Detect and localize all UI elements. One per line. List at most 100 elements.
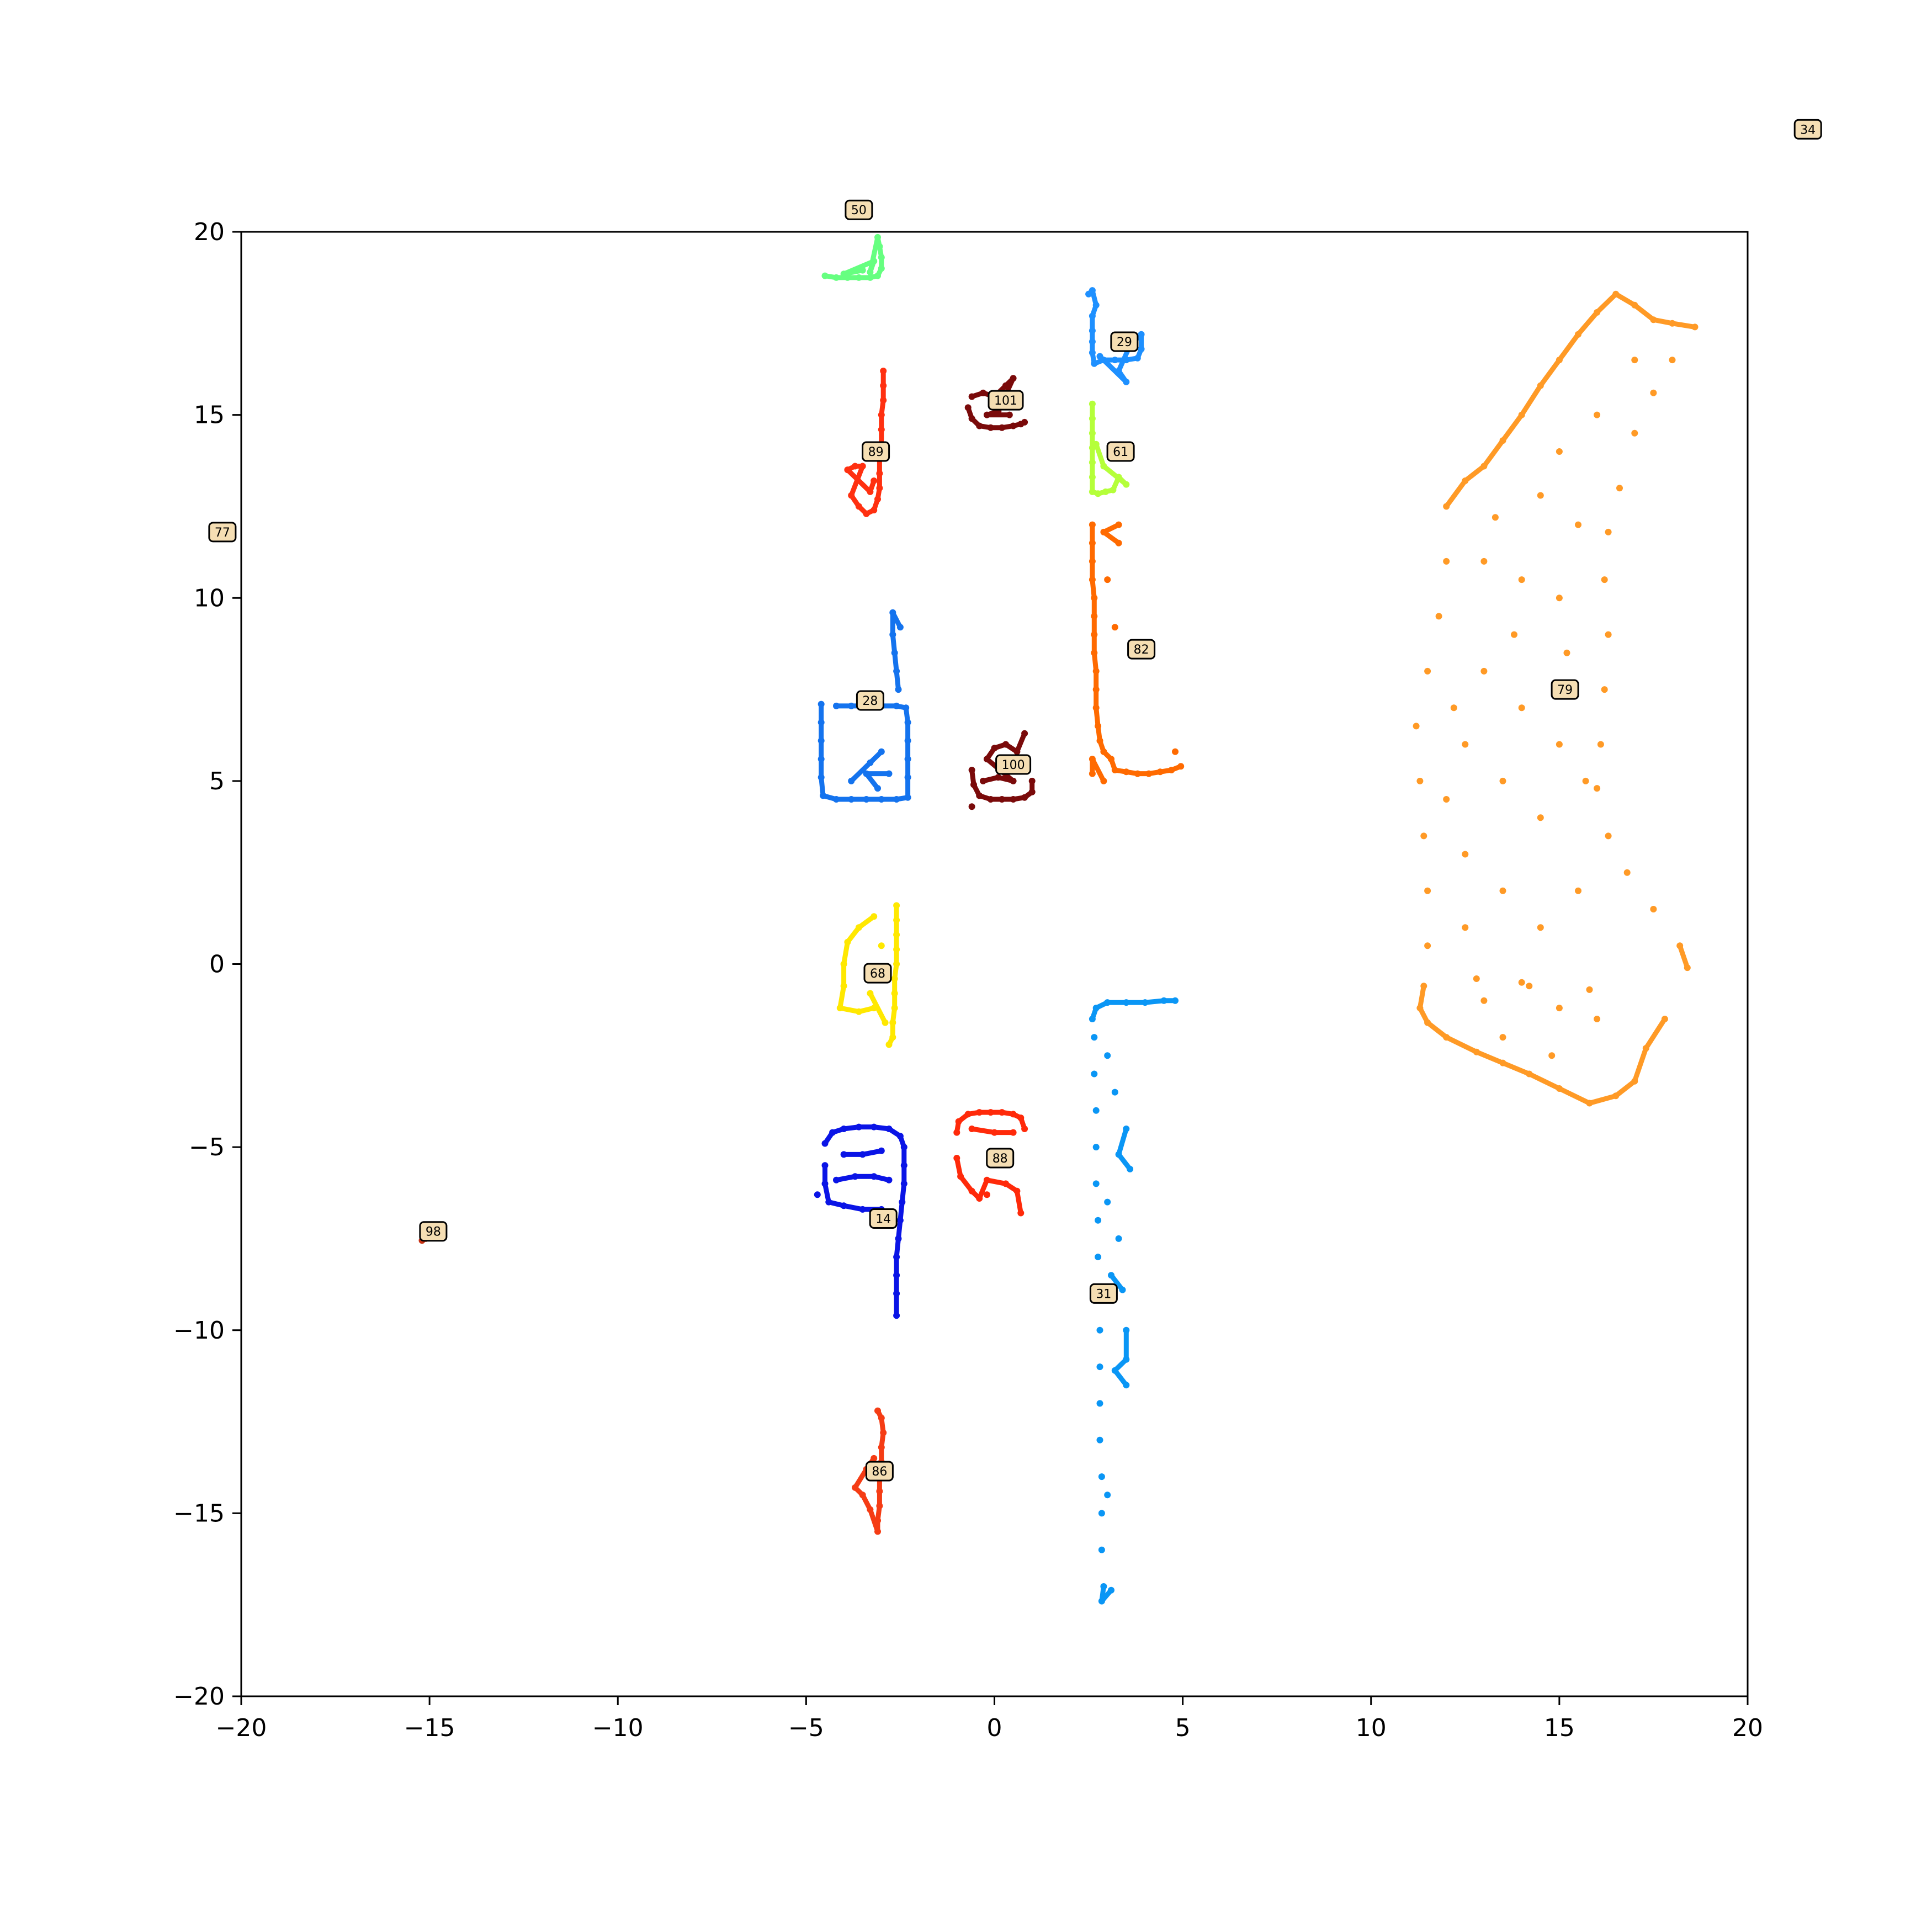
cluster-label-98: 98 [419, 1221, 448, 1242]
segment-31-5 [1142, 998, 1166, 1005]
segment-86-13 [852, 1467, 869, 1490]
segment-14-10 [899, 1181, 907, 1205]
point-79-24 [1605, 832, 1612, 840]
cluster-label-box [1127, 639, 1156, 660]
cluster-label-text: 50 [851, 204, 867, 217]
point-68-19 [878, 942, 885, 949]
segment-31-31 [1108, 1272, 1125, 1293]
segment-79-39 [1425, 1020, 1449, 1040]
segment-28-24 [892, 650, 899, 674]
x-tick-label: 15 [1544, 1714, 1575, 1742]
segment-14-19 [822, 1181, 831, 1205]
point-79-76 [1594, 411, 1601, 418]
segment-89-18 [867, 478, 877, 495]
x-tick-label: −20 [216, 1714, 267, 1742]
point-79-68 [1499, 1034, 1506, 1041]
cluster-label-text: 68 [870, 967, 885, 981]
cluster-label-text: 28 [862, 694, 878, 708]
x-tick-label: −15 [404, 1714, 455, 1742]
segment-14-12 [896, 1218, 903, 1241]
point-79-55 [1556, 741, 1563, 748]
segment-14-29 [860, 1148, 884, 1157]
point-31-18 [1096, 1436, 1103, 1443]
segment-79-32 [1613, 1079, 1637, 1098]
segment-82-27 [1101, 529, 1122, 546]
segment-101-7 [1018, 420, 1027, 427]
cluster-label-box [856, 690, 884, 711]
segment-79-6 [1538, 357, 1562, 389]
segment-79-37 [1474, 1049, 1505, 1066]
point-79-72 [1563, 649, 1570, 656]
segment-88-10 [969, 1126, 997, 1135]
point-79-59 [1462, 851, 1469, 858]
segment-88-17 [984, 1177, 1009, 1186]
point-31-10 [1092, 1144, 1100, 1151]
segment-14-21 [841, 1203, 866, 1212]
cluster-label-box [995, 754, 1032, 775]
point-31-13 [1095, 1254, 1102, 1261]
x-tick-label: −5 [788, 1714, 824, 1742]
segment-79-3 [1481, 438, 1505, 469]
point-79-15 [1650, 389, 1657, 396]
cluster-label-text: 89 [868, 445, 884, 459]
point-79-48 [1435, 613, 1442, 620]
point-31-9 [1092, 1107, 1100, 1114]
point-79-19 [1601, 576, 1608, 583]
cluster-label-77: 77 [208, 522, 237, 543]
segment-100-16 [1014, 731, 1027, 755]
cluster-label-28: 28 [856, 690, 884, 711]
point-79-65 [1518, 979, 1525, 986]
y-tick-label: 5 [209, 767, 225, 795]
segment-29-2 [1090, 288, 1099, 308]
segment-79-1 [1443, 478, 1468, 509]
point-79-54 [1518, 704, 1525, 712]
x-tick-label: 10 [1356, 1714, 1387, 1742]
point-88-20 [983, 1191, 990, 1198]
point-14-30 [814, 1191, 821, 1198]
point-79-56 [1462, 741, 1469, 748]
cluster-86-points [852, 1407, 887, 1535]
segment-79-28 [1677, 943, 1690, 970]
point-31-38 [1104, 1492, 1111, 1499]
cluster-label-61: 61 [1106, 441, 1135, 462]
cluster-label-82: 82 [1127, 639, 1156, 660]
point-31-25 [1104, 1052, 1111, 1059]
point-31-15 [1096, 1326, 1103, 1334]
y-tick-label: 20 [194, 218, 225, 246]
segment-31-28 [1116, 1126, 1129, 1157]
point-79-71 [1450, 704, 1457, 712]
segment-88-13 [954, 1155, 963, 1179]
segment-88-16 [976, 1177, 990, 1201]
point-31-19 [1098, 1473, 1105, 1480]
segment-68-18 [856, 1005, 877, 1015]
point-79-17 [1616, 485, 1623, 492]
point-79-51 [1518, 576, 1525, 583]
cluster-label-box [1793, 119, 1822, 140]
cluster-82-points [1089, 521, 1185, 784]
ticks-layer: −20 −15 −10 −5 0 5 10 15 20 −20 −15 −10 −5 0 5 10 15 20 [173, 218, 1763, 1742]
point-31-36 [1104, 1198, 1111, 1206]
point-100-17 [968, 803, 975, 810]
point-79-61 [1537, 924, 1544, 931]
segment-14-26 [871, 1174, 891, 1183]
segment-88-8 [1018, 1115, 1027, 1132]
segment-31-35 [1112, 1368, 1129, 1388]
segment-79-13 [1670, 321, 1697, 330]
cluster-68-points [836, 902, 900, 1048]
point-79-67 [1594, 1016, 1601, 1022]
segment-28-25 [890, 632, 898, 656]
segment-79-5 [1519, 383, 1543, 418]
segment-89-17 [845, 467, 873, 495]
point-79-16 [1631, 429, 1638, 437]
segment-28-29 [867, 749, 884, 766]
point-79-14 [1669, 357, 1676, 364]
segment-68-12 [856, 914, 877, 930]
point-31-7 [1091, 1034, 1098, 1041]
cluster-50-points [821, 233, 885, 281]
cluster-79-points [1413, 290, 1699, 1107]
point-31-8 [1091, 1070, 1098, 1078]
segment-68-17 [837, 1005, 862, 1015]
point-79-47 [1424, 667, 1431, 675]
segment-82-4 [1090, 577, 1097, 601]
